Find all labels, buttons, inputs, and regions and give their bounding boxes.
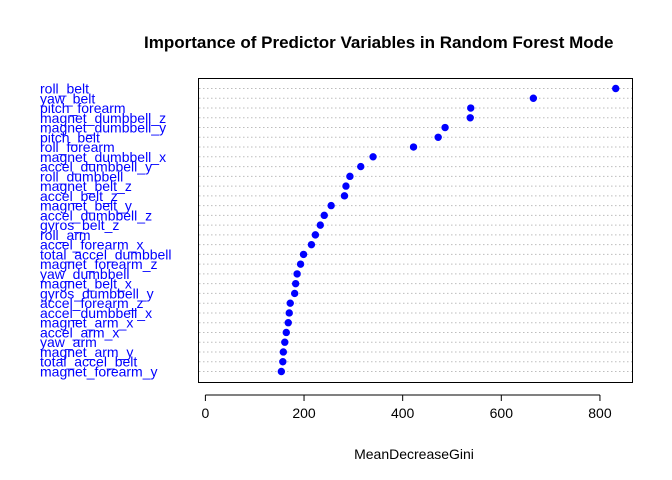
category-label: magnet_belt_z [40, 178, 132, 194]
data-point [316, 221, 325, 229]
x-tick-label: 200 [292, 405, 316, 421]
category-label: magnet_arm_x [40, 315, 133, 331]
category-label: roll_arm [40, 227, 91, 243]
data-point [290, 289, 299, 298]
category-label: magnet_belt_y [40, 198, 132, 214]
category-label: total_accel_belt [40, 354, 137, 370]
category-label: accel_arm_x [40, 324, 119, 340]
category-label: magnet_forearm_z [40, 256, 158, 272]
data-point [281, 338, 289, 346]
category-label: gyros_belt_z [40, 217, 119, 233]
data-point [529, 94, 538, 102]
category-labels: roll_beltyaw_beltpitch_forearmmagnet_dum… [40, 81, 172, 380]
data-point [291, 279, 300, 288]
data-point [307, 240, 316, 249]
category-label: total_accel_dumbbell [40, 246, 172, 262]
x-axis: 0 200 400 600 800 [201, 394, 612, 421]
data-points [277, 84, 620, 376]
category-label: roll_belt [40, 81, 89, 97]
data-point [357, 162, 365, 171]
x-tick-label: 800 [588, 405, 612, 421]
category-label: accel_dumbbell_x [40, 305, 152, 321]
data-point [279, 348, 288, 356]
data-point [369, 153, 377, 161]
data-point [299, 250, 308, 259]
data-point [434, 133, 442, 141]
category-label: magnet_arm_y [40, 344, 133, 360]
data-point [409, 143, 418, 151]
data-point [293, 270, 301, 278]
data-point [320, 211, 328, 220]
category-label: yaw_arm [40, 334, 97, 350]
category-label: magnet_dumbbell_y [40, 120, 166, 136]
data-point [282, 328, 290, 337]
data-point [284, 319, 292, 327]
category-label: pitch_forearm [40, 100, 126, 116]
data-point [286, 299, 294, 307]
category-label: magnet_dumbbell_z [40, 110, 166, 126]
category-label: accel_dumbbell_y [40, 159, 152, 175]
data-point [277, 367, 286, 376]
category-label: magnet_forearm_y [40, 364, 158, 380]
category-label: accel_forearm_z [40, 295, 144, 311]
data-point [296, 260, 305, 268]
chart-title: Importance of Predictor Variables in Ran… [144, 33, 613, 52]
category-label: roll_forearm [40, 139, 115, 155]
category-label: yaw_belt [40, 90, 95, 106]
category-label: magnet_belt_x [40, 276, 132, 292]
data-point [327, 201, 335, 210]
data-point [346, 172, 354, 181]
plot-frame [198, 78, 633, 383]
x-tick-label: 0 [201, 405, 209, 421]
category-label: pitch_belt [40, 129, 100, 145]
category-label: accel_dumbbell_z [40, 207, 152, 223]
data-point [311, 231, 320, 239]
category-label: roll_dumbbell [40, 168, 123, 184]
category-label: magnet_dumbbell_x [40, 149, 166, 165]
x-tick-label: 400 [391, 405, 415, 421]
data-point [342, 182, 350, 190]
x-axis-label: MeanDecreaseGini [354, 446, 474, 462]
category-label: gyros_dumbbell_y [40, 285, 154, 301]
data-point [285, 309, 293, 317]
category-label: accel_forearm_x [40, 237, 144, 253]
data-point [340, 192, 349, 200]
category-label: yaw_dumbbell [40, 266, 130, 282]
data-point [612, 84, 620, 93]
category-label: accel_belt_z [40, 188, 118, 204]
gridlines [199, 88, 632, 372]
data-point [466, 114, 474, 122]
data-point [279, 358, 287, 366]
data-point [441, 123, 449, 132]
x-tick-label: 600 [490, 405, 514, 421]
data-point [467, 104, 475, 112]
